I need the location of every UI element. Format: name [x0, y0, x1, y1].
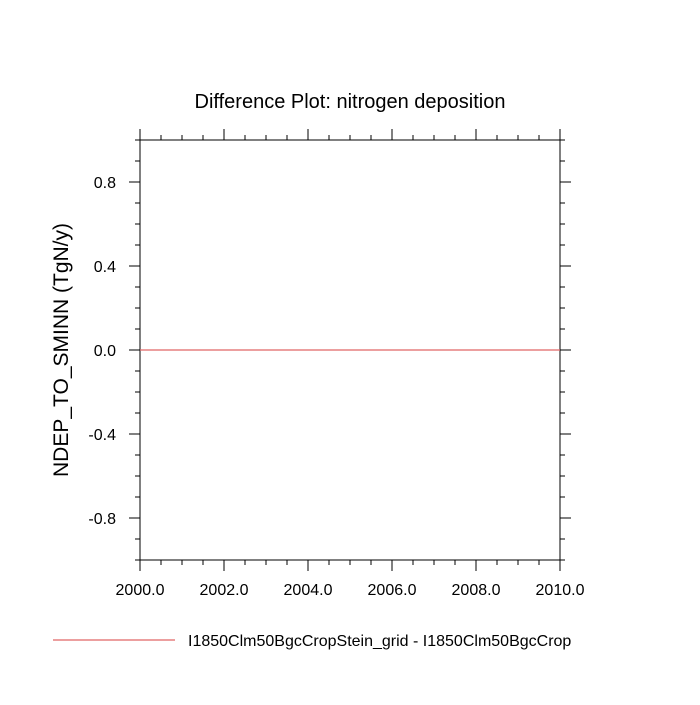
y-tick-label: -0.8 — [88, 511, 116, 528]
y-tick-label: 0.8 — [94, 175, 116, 192]
x-tick-label: 2000.0 — [116, 582, 165, 599]
x-tick-label: 2004.0 — [284, 582, 333, 599]
x-tick-label: 2010.0 — [536, 582, 585, 599]
y-tick-label: 0.0 — [94, 343, 116, 360]
x-tick-label: 2002.0 — [200, 582, 249, 599]
axis-ticks: 2000.0 2002.0 2004.0 2006.0 2008.0 2010.0 0.8 0… — [88, 129, 585, 599]
x-tick-label: 2008.0 — [452, 582, 501, 599]
y-axis-label: NDEP_TO_SMINN (TgN/y) — [50, 223, 73, 477]
legend-label: I1850Clm50BgcCropStein_grid - I1850Clm50… — [188, 633, 571, 650]
y-tick-label: 0.4 — [94, 259, 116, 276]
chart-title: Difference Plot: nitrogen deposition — [195, 91, 506, 113]
x-tick-label: 2006.0 — [368, 582, 417, 599]
legend: I1850Clm50BgcCropStein_grid - I1850Clm50… — [53, 633, 571, 650]
y-tick-label: -0.4 — [88, 427, 116, 444]
